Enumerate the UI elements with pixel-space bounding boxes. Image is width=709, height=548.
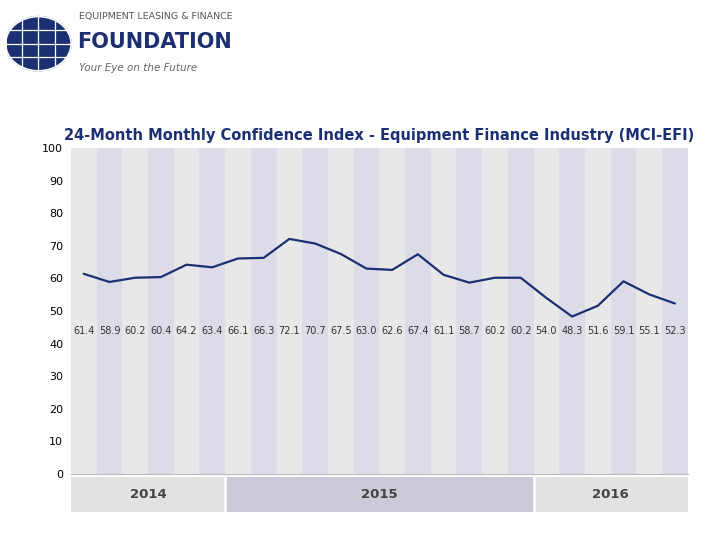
Bar	[251, 148, 277, 474]
Text: 60.4: 60.4	[150, 326, 172, 336]
Text: 2016: 2016	[592, 488, 629, 501]
Text: 58.7: 58.7	[459, 326, 480, 336]
Text: 2014: 2014	[130, 488, 167, 501]
Bar	[354, 148, 379, 474]
Text: 67.4: 67.4	[407, 326, 429, 336]
Text: 67.5: 67.5	[330, 326, 352, 336]
Text: 59.1: 59.1	[613, 326, 635, 336]
Bar	[328, 148, 354, 474]
Title: 24-Month Monthly Confidence Index - Equipment Finance Industry (MCI-EFI): 24-Month Monthly Confidence Index - Equi…	[65, 128, 694, 142]
Text: 72.1: 72.1	[279, 326, 300, 336]
Bar	[225, 477, 534, 512]
Bar	[534, 477, 688, 512]
Text: EQUIPMENT LEASING & FINANCE: EQUIPMENT LEASING & FINANCE	[79, 12, 232, 21]
Text: 51.6: 51.6	[587, 326, 608, 336]
Bar	[431, 148, 457, 474]
Text: 52.3: 52.3	[664, 326, 686, 336]
Text: Your Eye on the Future: Your Eye on the Future	[79, 64, 197, 73]
Bar	[610, 148, 637, 474]
Text: FOUNDATION: FOUNDATION	[77, 32, 232, 53]
Text: 63.0: 63.0	[356, 326, 377, 336]
Bar	[457, 148, 482, 474]
Text: 55.1: 55.1	[638, 326, 660, 336]
Bar	[71, 148, 96, 474]
Text: 2015: 2015	[361, 488, 398, 501]
Text: 61.4: 61.4	[73, 326, 94, 336]
Text: 58.9: 58.9	[99, 326, 121, 336]
Text: 66.3: 66.3	[253, 326, 274, 336]
Bar	[96, 148, 123, 474]
Bar	[199, 148, 225, 474]
Bar	[534, 148, 559, 474]
Text: 60.2: 60.2	[484, 326, 506, 336]
Bar	[585, 148, 610, 474]
Bar	[559, 148, 585, 474]
Bar	[379, 148, 405, 474]
Bar	[637, 148, 662, 474]
Text: 54.0: 54.0	[535, 326, 557, 336]
Bar	[508, 148, 534, 474]
Text: 61.1: 61.1	[433, 326, 454, 336]
Text: 63.4: 63.4	[201, 326, 223, 336]
Bar	[405, 148, 431, 474]
Bar	[662, 148, 688, 474]
Bar	[71, 477, 225, 512]
Bar	[148, 148, 174, 474]
Bar	[123, 148, 148, 474]
Text: 60.2: 60.2	[510, 326, 532, 336]
Text: 48.3: 48.3	[562, 326, 583, 336]
Circle shape	[6, 16, 71, 71]
Text: 64.2: 64.2	[176, 326, 197, 336]
Text: 66.1: 66.1	[228, 326, 249, 336]
Bar	[225, 148, 251, 474]
Text: 60.2: 60.2	[124, 326, 146, 336]
Text: 70.7: 70.7	[304, 326, 326, 336]
Text: 62.6: 62.6	[381, 326, 403, 336]
Bar	[174, 148, 199, 474]
Bar	[482, 148, 508, 474]
Bar	[302, 148, 328, 474]
Bar	[277, 148, 302, 474]
